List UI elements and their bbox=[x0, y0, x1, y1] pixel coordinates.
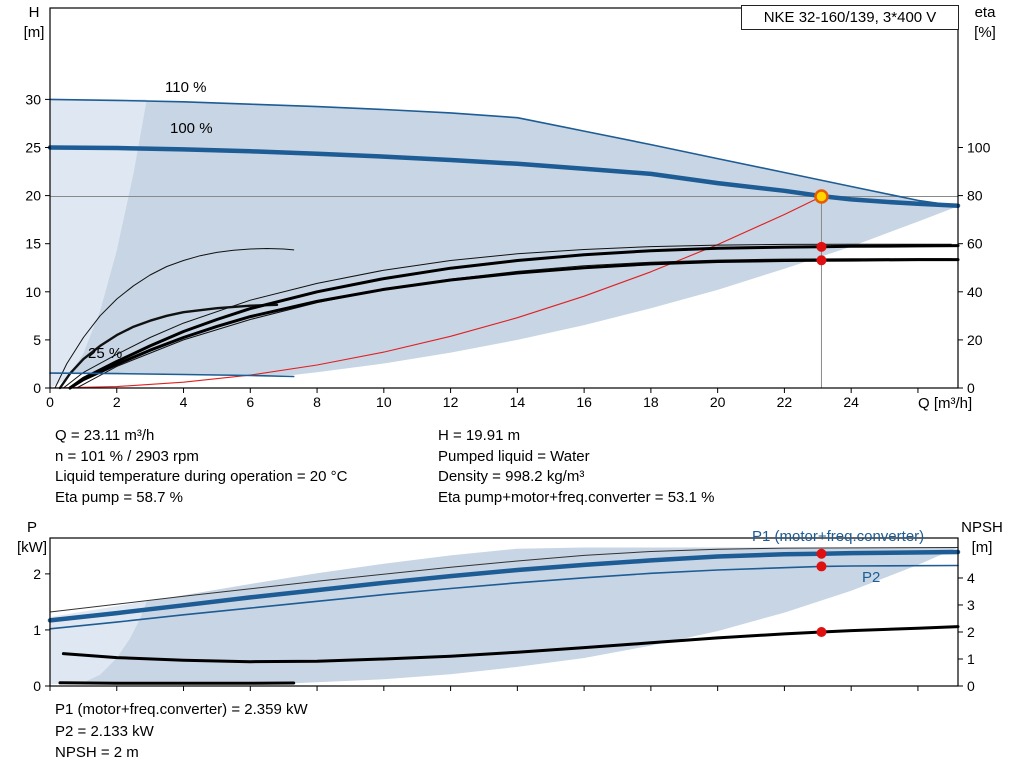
info-p1: P1 (motor+freq.converter) = 2.359 kW bbox=[55, 701, 308, 718]
info-head: H = 19.91 m bbox=[438, 427, 521, 444]
power-data-column: P1 (motor+freq.converter) = 2.359 kW P2 … bbox=[55, 699, 308, 764]
info-pumped-liquid: Pumped liquid = Water bbox=[438, 447, 590, 465]
y-axis-label-eta-symbol: eta bbox=[974, 4, 996, 21]
curve-110pct bbox=[49, 98, 959, 207]
y-axis-label-power-symbol: P bbox=[26, 519, 37, 536]
operating-data-right-column: H = 19.91 m Pumped liquid = Water Densit… bbox=[438, 426, 714, 508]
x-tick-label: 22 bbox=[777, 394, 793, 410]
y-tick-label: 0 bbox=[967, 380, 975, 396]
y-tick-label: 80 bbox=[967, 188, 983, 204]
eta-thin-upper bbox=[62, 243, 952, 389]
label-p1: P1 (motor+freq.converter) bbox=[752, 528, 924, 545]
eta-total-point bbox=[816, 255, 827, 266]
speed-envelope-area bbox=[50, 99, 958, 376]
x-tick-label: 18 bbox=[643, 394, 659, 410]
y-tick-label: 2 bbox=[967, 624, 975, 640]
qh-plot-frame bbox=[49, 7, 959, 389]
label-110pct: 110 % bbox=[165, 79, 206, 96]
y-axis-label-head-unit: [m] bbox=[23, 24, 45, 41]
info-flow: Q = 23.11 m³/h bbox=[55, 427, 155, 444]
power-plot-frame bbox=[49, 537, 959, 687]
y-axis-label-power: P [kW] bbox=[10, 518, 54, 558]
x-tick-label: 6 bbox=[246, 394, 254, 410]
x-tick-label: 10 bbox=[376, 394, 392, 410]
y-axis-label-power-unit: [kW] bbox=[17, 539, 47, 556]
npsh-point bbox=[816, 626, 827, 637]
y-axis-label-head-symbol: H bbox=[28, 4, 40, 21]
low-flow-area bbox=[50, 99, 147, 389]
y-tick-label: 1 bbox=[33, 622, 41, 638]
y-axis-label-npsh-unit: [m] bbox=[971, 539, 993, 556]
y-tick-label: 100 bbox=[967, 139, 991, 155]
label-100pct: 100 % bbox=[170, 120, 213, 137]
x-tick-label: 0 bbox=[46, 394, 54, 410]
y-axis-label-npsh: NPSH [m] bbox=[950, 518, 1014, 558]
p-thin-upper bbox=[49, 547, 959, 613]
operating-data-left-column: Q = 23.11 m³/h n = 101 % / 2903 rpm Liqu… bbox=[55, 426, 347, 508]
label-p2: P2 bbox=[862, 569, 880, 586]
y-tick-label: 40 bbox=[967, 284, 983, 300]
eta-pump-point bbox=[816, 241, 827, 252]
x-tick-label: 24 bbox=[843, 394, 859, 410]
y-tick-label: 5 bbox=[33, 332, 41, 348]
y-tick-label: 15 bbox=[25, 236, 41, 252]
y-tick-label: 10 bbox=[25, 284, 41, 300]
duty-point bbox=[814, 189, 829, 204]
y-tick-label: 2 bbox=[33, 566, 41, 582]
y-axis-label-eta-unit: [%] bbox=[974, 24, 996, 41]
y-tick-label: 0 bbox=[967, 678, 975, 694]
y-tick-label: 60 bbox=[967, 236, 983, 252]
y-tick-label: 20 bbox=[967, 332, 983, 348]
y-tick-label: 1 bbox=[967, 651, 975, 667]
system-curve bbox=[49, 195, 823, 389]
x-tick-label: 2 bbox=[113, 394, 121, 410]
y-tick-label: 0 bbox=[33, 380, 41, 396]
info-speed: n = 101 % / 2903 rpm bbox=[55, 447, 199, 465]
y-axis-label-head: H [m] bbox=[14, 3, 54, 43]
y-tick-label: 20 bbox=[25, 188, 41, 204]
p2-curve bbox=[49, 564, 959, 630]
x-tick-label: 20 bbox=[710, 394, 726, 410]
npsh-curve bbox=[61, 625, 960, 664]
y-tick-label: 0 bbox=[33, 678, 41, 694]
npsh-25-curve bbox=[58, 681, 296, 685]
eta-total-25-curve bbox=[58, 303, 279, 390]
x-axis-label-flow: Q [m³/h] bbox=[918, 395, 973, 412]
y-axis-label-npsh-symbol: NPSH bbox=[961, 519, 1003, 536]
info-npsh: NPSH = 2 m bbox=[55, 744, 139, 761]
info-p2: P2 = 2.133 kW bbox=[55, 722, 154, 740]
info-density: Density = 998.2 kg/m³ bbox=[438, 468, 585, 486]
label-25pct: 25 % bbox=[88, 345, 122, 362]
y-tick-label: 4 bbox=[967, 570, 975, 586]
x-tick-label: 4 bbox=[180, 394, 188, 410]
x-tick-label: 12 bbox=[443, 394, 459, 410]
pump-title-box: NKE 32-160/139, 3*400 V bbox=[741, 5, 959, 30]
y-tick-label: 3 bbox=[967, 597, 975, 613]
info-eta-total: Eta pump+motor+freq.converter = 53.1 % bbox=[438, 488, 715, 506]
p2-point bbox=[816, 561, 827, 572]
eta-25-curve bbox=[54, 248, 295, 389]
p1-curve bbox=[47, 549, 961, 623]
p1-point bbox=[816, 548, 827, 559]
info-eta-pump: Eta pump = 58.7 % bbox=[55, 488, 183, 506]
y-tick-label: 30 bbox=[25, 91, 41, 107]
x-tick-label: 14 bbox=[510, 394, 526, 410]
info-liquid-temp: Liquid temperature during operation = 20… bbox=[55, 468, 348, 486]
y-tick-label: 25 bbox=[25, 139, 41, 155]
curve-100pct bbox=[47, 145, 961, 208]
x-tick-label: 8 bbox=[313, 394, 321, 410]
x-tick-label: 16 bbox=[576, 394, 592, 410]
power-envelope-area bbox=[50, 547, 958, 685]
curve-25pct bbox=[49, 372, 295, 378]
y-axis-label-eta: eta [%] bbox=[958, 3, 1012, 43]
